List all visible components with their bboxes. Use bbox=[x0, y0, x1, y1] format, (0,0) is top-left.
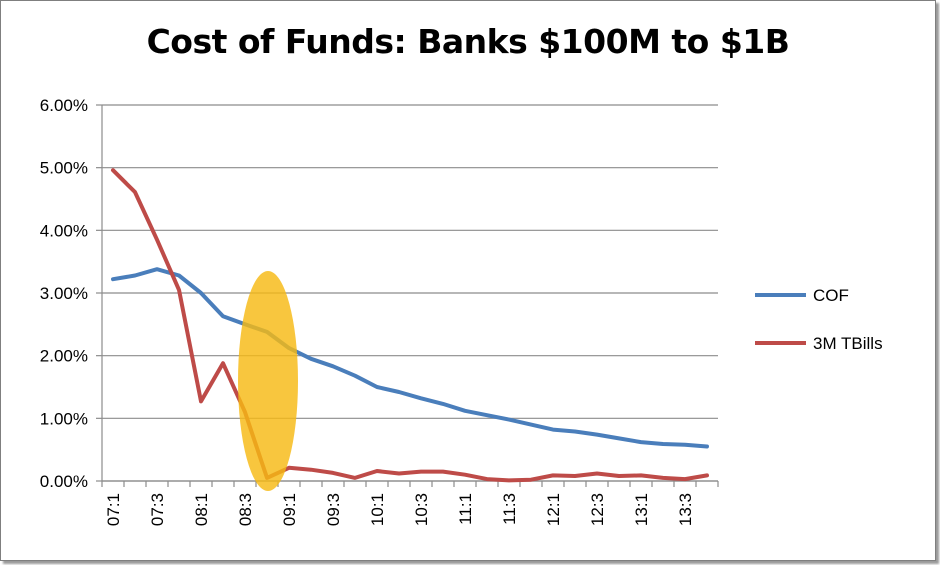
x-tick-label: 13:1 bbox=[632, 493, 651, 526]
x-tick-label: 07:1 bbox=[104, 493, 123, 526]
x-tick-label: 10:3 bbox=[412, 493, 431, 526]
y-tick-label: 5.00% bbox=[40, 159, 88, 178]
y-tick-label: 4.00% bbox=[40, 221, 88, 240]
x-tick-label: 08:3 bbox=[236, 493, 255, 526]
highlight-ellipse bbox=[238, 271, 298, 491]
y-tick-label: 6.00% bbox=[40, 96, 88, 115]
y-tick-label: 3.00% bbox=[40, 284, 88, 303]
legend-label: COF bbox=[813, 286, 849, 305]
x-axis-ticks: 07:1 07:3 08:1 08:3 09:1 09:3 10:1 10:3 11:1 11:3… bbox=[101, 481, 719, 526]
y-tick-label: 1.00% bbox=[40, 409, 88, 428]
y-tick-label: 2.00% bbox=[40, 347, 88, 366]
series-line-cof bbox=[111, 267, 709, 449]
x-tick-label: 11:1 bbox=[456, 493, 475, 525]
x-tick-label: 09:3 bbox=[324, 493, 343, 526]
x-tick-label: 09:1 bbox=[280, 493, 299, 526]
x-tick-label: 11:3 bbox=[500, 493, 519, 525]
x-tick-label: 12:1 bbox=[544, 493, 563, 526]
annotation-layer bbox=[238, 271, 298, 491]
x-tick-label: 08:1 bbox=[192, 493, 211, 526]
legend: COF 3M TBills bbox=[755, 286, 883, 353]
y-axis-ticks: 0.00% 1.00% 2.00% 3.00% 4.00% 5.00% 6.00% bbox=[40, 96, 102, 491]
chart-title: Cost of Funds: Banks $100M to $1B bbox=[146, 22, 790, 61]
series-line-3m-tbills bbox=[111, 168, 709, 483]
gridlines bbox=[102, 104, 718, 482]
x-tick-label: 12:3 bbox=[588, 493, 607, 526]
y-tick-label: 0.00% bbox=[40, 472, 88, 491]
x-tick-label: 10:1 bbox=[368, 493, 387, 526]
x-tick-label: 07:3 bbox=[148, 493, 167, 526]
legend-label: 3M TBills bbox=[813, 334, 883, 353]
x-tick-label: 13:3 bbox=[676, 493, 695, 526]
series-lines bbox=[111, 168, 709, 483]
